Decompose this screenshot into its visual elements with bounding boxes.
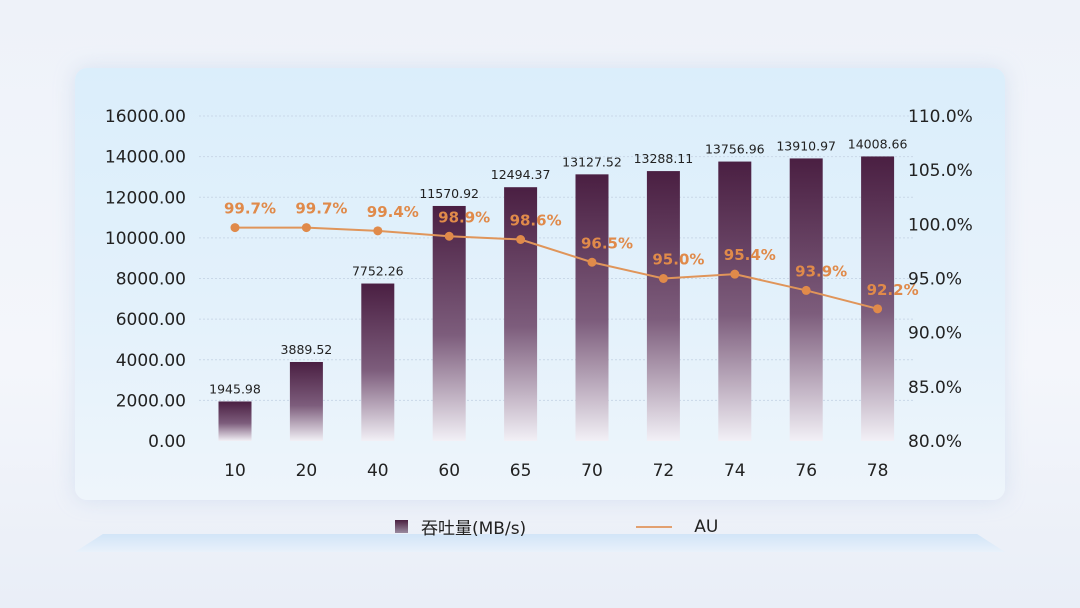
au-point [730,269,740,279]
au-point [587,257,597,267]
left-axis-tick: 2000.00 [116,391,186,411]
left-axis-tick: 16000.00 [105,107,186,127]
bar [289,361,323,441]
au-point [658,274,668,283]
left-axis-tick: 0.00 [148,432,186,452]
au-point [801,285,811,295]
bar [861,156,895,441]
left-axis-tick: 4000.00 [116,351,186,371]
legend-line-label: AU [694,516,719,537]
right-axis-tick: 85.0% [908,378,962,398]
bar [361,283,395,441]
left-axis-tick: 12000.00 [105,188,186,208]
bar-data-label: 12494.37 [491,167,551,182]
legend-bar-swatch [395,520,408,533]
bar-data-label: 13127.52 [562,154,622,169]
au-data-label: 99.7% [295,200,347,218]
x-axis-tick: 20 [296,461,318,481]
bar [432,205,466,441]
x-axis-tick: 72 [653,461,675,481]
right-axis-tick: 100.0% [908,215,973,235]
x-axis-tick: 40 [367,461,389,481]
au-point [873,304,883,314]
au-point [301,223,311,233]
bar [504,187,538,441]
au-line [235,226,878,310]
left-axis-tick: 10000.00 [105,229,186,249]
bar-data-label: 3889.52 [281,342,333,357]
right-axis-tick: 110.0% [908,107,973,127]
au-data-label: 92.2% [867,281,919,299]
bar [575,174,609,442]
bar-data-label: 11570.92 [419,186,479,201]
x-axis-tick: 70 [581,461,603,481]
au-data-label: 95.4% [724,246,776,264]
right-axis-tick: 105.0% [908,161,973,181]
glass-base [75,534,1005,552]
au-data-label: 99.4% [367,203,419,221]
au-data-label: 98.9% [438,208,490,226]
au-point [444,231,454,241]
au-data-label: 95.0% [652,251,704,269]
bar [718,161,752,441]
x-axis-tick: 74 [724,461,746,481]
legend-line-swatch [636,525,673,528]
bar-data-label: 13756.96 [705,142,765,157]
au-point [373,226,383,236]
bar [218,401,252,441]
x-axis-tick: 10 [224,461,246,481]
bar-data-label: 1945.98 [209,381,261,396]
bar-data-label: 13288.11 [634,151,694,166]
bar-data-label: 13910.97 [776,138,836,153]
au-data-label: 96.5% [581,234,633,252]
au-point [230,223,240,233]
x-axis-tick: 60 [438,461,460,481]
left-axis-tick: 8000.00 [116,270,186,290]
au-data-label: 98.6% [510,212,562,230]
right-axis-tick: 95.0% [908,270,962,290]
legend-bar-label: 吞吐量(MB/s) [421,519,527,539]
bar [646,171,680,441]
x-axis-tick: 76 [795,461,817,481]
au-data-label: 99.7% [224,200,276,218]
bar-data-label: 14008.66 [848,136,908,151]
right-axis-tick: 90.0% [908,324,962,344]
left-axis-tick: 6000.00 [116,310,186,330]
au-point [516,235,526,244]
left-axis-tick: 14000.00 [105,148,186,168]
right-axis-tick: 80.0% [908,432,962,452]
x-axis-tick: 65 [510,461,532,481]
x-axis-tick: 78 [867,461,889,481]
bar-data-label: 7752.26 [352,264,404,279]
au-data-label: 93.9% [795,262,847,280]
bar [789,158,823,442]
legend: 吞吐量(MB/s) AU [395,514,718,539]
